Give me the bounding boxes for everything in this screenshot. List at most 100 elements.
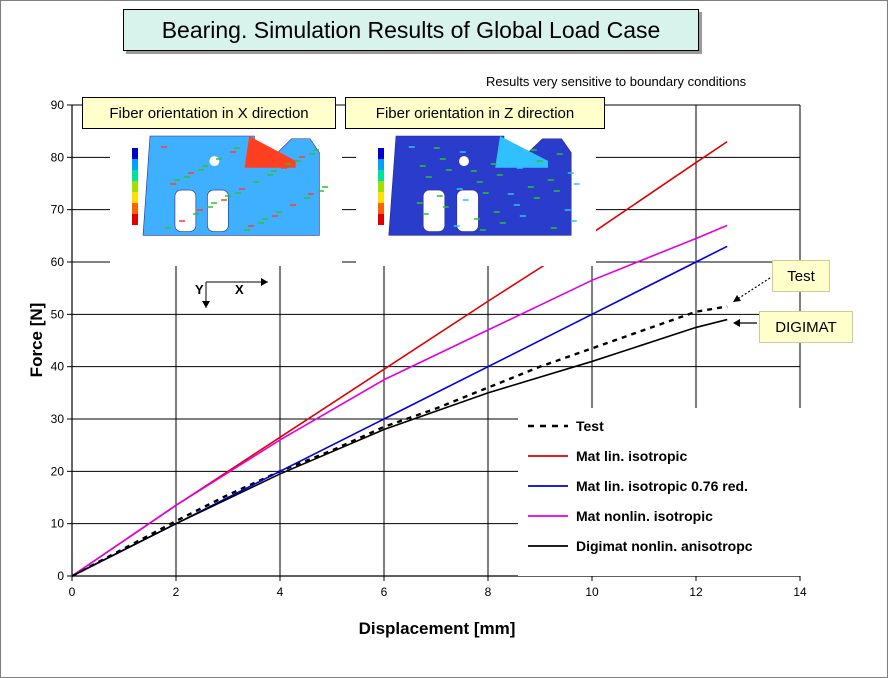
fiber-mark xyxy=(436,195,443,197)
fiber-mark xyxy=(422,213,429,215)
y-tick-label: 20 xyxy=(51,464,65,478)
scale-swatch xyxy=(132,148,138,159)
fiber-mark xyxy=(550,227,557,229)
scale-swatch xyxy=(378,148,384,159)
cutout xyxy=(456,189,479,232)
inset-axis-x-label: X xyxy=(235,282,244,297)
fiber-mark xyxy=(197,209,204,211)
fiber-mark xyxy=(165,227,172,229)
legend-label: Mat lin. isotropic xyxy=(576,448,687,464)
tick-labels: 0 2 4 6 8 10 12 14 0 10 20 30 40 50 60 70 80 90 xyxy=(51,98,807,599)
fiber-mark xyxy=(253,181,260,183)
legend-label: Test xyxy=(576,418,604,434)
fiber-mark xyxy=(239,188,246,190)
fiber-mark xyxy=(193,213,200,215)
part-rib xyxy=(495,136,548,168)
fiber-mark xyxy=(482,192,489,194)
x-tick-label: 12 xyxy=(689,585,703,599)
fiber-mark xyxy=(553,190,560,192)
fiber-mark xyxy=(442,206,449,208)
fiber-mark xyxy=(573,183,580,185)
scale-swatch xyxy=(378,192,384,203)
fiber-mark xyxy=(244,229,251,231)
fiber-mark xyxy=(285,163,292,165)
series-mat-nonlin-isotropic xyxy=(71,224,728,577)
inset-fiber-x xyxy=(110,128,342,266)
fiber-mark xyxy=(459,151,466,153)
fiber-mark xyxy=(258,222,265,224)
fiber-mark xyxy=(198,169,205,171)
fiber-mark xyxy=(564,209,571,211)
test-arrow-head xyxy=(733,295,741,302)
y-tick-label: 60 xyxy=(51,255,65,269)
x-tick-label: 10 xyxy=(585,585,599,599)
fiber-mark xyxy=(290,204,297,206)
inset-axis-y-label: Y xyxy=(195,282,204,297)
y-tick-label: 10 xyxy=(51,517,65,531)
fiber-mark xyxy=(516,167,523,169)
fiber-mark xyxy=(184,176,191,178)
fiber-mark xyxy=(188,172,195,174)
x-tick-label: 4 xyxy=(277,585,284,599)
fiber-mark xyxy=(493,211,500,213)
fiber-mark xyxy=(445,169,452,171)
fiber-mark xyxy=(425,176,432,178)
fiber-mark xyxy=(179,220,186,222)
x-tick-label: 8 xyxy=(485,585,492,599)
y-tick-label: 30 xyxy=(51,412,65,426)
fiber-mark xyxy=(248,225,255,227)
series-test xyxy=(71,305,728,578)
x-tick-label: 0 xyxy=(69,585,76,599)
slide-title: Bearing. Simulation Results of Global Lo… xyxy=(123,9,699,51)
part-contour xyxy=(388,135,572,236)
y-tick-label: 50 xyxy=(51,307,65,321)
fiber-mark xyxy=(473,218,480,220)
scale-swatch xyxy=(132,192,138,203)
legend-label: Digimat nonlin. anisotropc xyxy=(576,538,753,554)
scale-swatch xyxy=(132,203,138,214)
fiber-mark xyxy=(547,179,554,181)
scale-swatch xyxy=(132,170,138,181)
fiber-mark xyxy=(267,174,274,176)
scale-swatch xyxy=(378,181,384,192)
fiber-mark xyxy=(419,165,426,167)
fiber-mark xyxy=(496,174,503,176)
fiber-mark xyxy=(170,183,177,185)
fiber-mark xyxy=(318,190,325,192)
chart-legend: Test Mat lin. isotropic Mat lin. isotropic… xyxy=(518,408,808,576)
scale-swatch xyxy=(378,159,384,170)
y-tick-label: 80 xyxy=(51,150,65,164)
digimat-callout: DIGIMAT xyxy=(759,311,853,343)
hole xyxy=(209,156,220,167)
hole xyxy=(459,156,469,167)
fiber-mark xyxy=(309,153,316,155)
fiber-mark xyxy=(322,186,329,188)
fiber-mark xyxy=(456,188,463,190)
fiber-mark xyxy=(313,149,320,151)
y-tick-label: 90 xyxy=(51,98,65,112)
cutout xyxy=(174,189,197,232)
fiber-mark xyxy=(476,181,483,183)
fiber-mark xyxy=(234,147,241,149)
scale-swatch xyxy=(378,214,384,225)
fiber-mark xyxy=(216,158,223,160)
x-tick-label: 2 xyxy=(173,585,180,599)
part-contour xyxy=(142,135,320,236)
fiber-mark xyxy=(416,202,423,204)
fiber-mark xyxy=(470,170,477,172)
fiber-mark xyxy=(533,197,540,199)
fiber-mark xyxy=(462,199,469,201)
legend-label: Mat nonlin. isotropic xyxy=(576,508,713,524)
fiber-mark xyxy=(276,211,283,213)
scale-swatch xyxy=(378,203,384,214)
x-axis-label: Displacement [mm] xyxy=(359,619,516,638)
fiber-mark xyxy=(536,160,543,162)
fiber-mark xyxy=(281,167,288,169)
data-series xyxy=(71,140,728,578)
fiber-mark xyxy=(161,146,168,148)
inset-z-title: Fiber orientation in Z direction xyxy=(345,97,605,129)
fiber-mark xyxy=(453,225,460,227)
legend-box xyxy=(518,408,808,576)
fiber-mark xyxy=(271,170,278,172)
fiber-mark xyxy=(211,202,218,204)
